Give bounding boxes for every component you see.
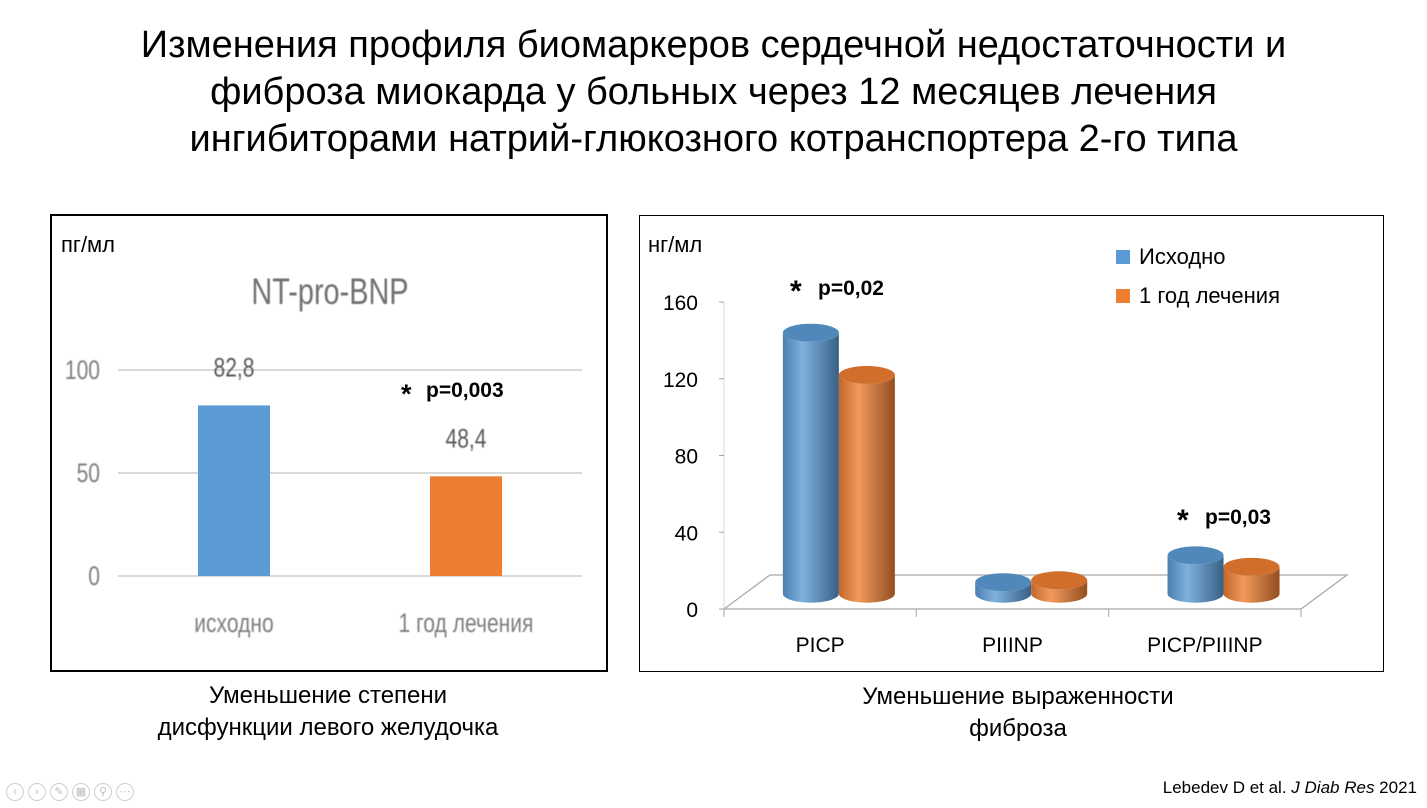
nt-pro-bnp-chart-panel: пг/мл NT-pro-BNP 0 50 100 82,8 исходно 48,4 1 го…: [50, 214, 608, 672]
cylinder-body: [975, 582, 1032, 603]
cylinder-top: [975, 573, 1032, 592]
left-caption-line-2: дисфункции левого желудочка: [157, 714, 499, 741]
more-icon[interactable]: ⋯: [116, 783, 134, 801]
chart-title: NT-pro-BNP: [251, 272, 408, 313]
slide-title: Изменения профиля биомаркеров сердечной …: [0, 22, 1427, 163]
cylinder-top: [838, 365, 895, 384]
zoom-icon[interactable]: ⚲: [94, 783, 112, 801]
data-label-1: 48,4: [446, 424, 487, 454]
right-caption-line-1: Уменьшение выраженности: [862, 683, 1174, 710]
significance-star-1: *: [1177, 504, 1189, 537]
cylinder-one-year-0: [838, 365, 895, 603]
y-tick-label-120: 120: [663, 369, 698, 392]
citation: Lebedev D et al. J Diab Res 2021: [1163, 778, 1417, 798]
nt-pro-bnp-chart: пг/мл NT-pro-BNP 0 50 100 82,8 исходно 48,4 1 го…: [61, 232, 582, 639]
cylinder-body: [1167, 555, 1224, 603]
x-tick-label-1: PIIINP: [982, 634, 1043, 657]
left-caption-line-1: Уменьшение степени: [208, 682, 448, 709]
legend-swatch-0: [1116, 250, 1130, 264]
fibrosis-markers-chart: нг/мл 0 40 80 120 160 PICP PIIINP PICP/PIIINP Исх…: [648, 232, 1349, 657]
right-caption-line-2: фиброза: [969, 715, 1067, 742]
citation-year: 2021: [1379, 778, 1417, 797]
pen-icon[interactable]: ✎: [50, 783, 68, 801]
y-tick-label-80: 80: [675, 446, 698, 469]
data-label-0: 82,8: [214, 353, 255, 383]
y-tick-label-40: 40: [675, 522, 698, 545]
cylinder-body: [838, 374, 895, 603]
right-chart-caption: Уменьшение выраженности фиброза: [770, 681, 1266, 745]
prev-icon[interactable]: ‹: [6, 783, 24, 801]
left-chart-caption: Уменьшение степени дисфункции левого жел…: [90, 680, 566, 744]
p-value-label-1: p=0,03: [1205, 506, 1271, 529]
y-tick-label-0: 0: [686, 599, 698, 622]
title-line-3: ингибиторами натрий-глюкозного котранспо…: [189, 118, 1238, 160]
cylinder-one-year-1: [1031, 571, 1088, 603]
y-tick-label-160: 160: [663, 292, 698, 315]
citation-authors: Lebedev D et al.: [1162, 778, 1287, 797]
cylinder-top: [1167, 546, 1224, 565]
significance-star: *: [401, 379, 412, 409]
x-tick-label-1: 1 год лечения: [399, 609, 534, 639]
cylinder-one-year-2: [1223, 557, 1280, 603]
title-line-2: фиброза миокарда у больных через 12 меся…: [210, 71, 1217, 113]
x-tick-label-2: PICP/PIIINP: [1147, 634, 1263, 657]
cylinder-top: [1223, 557, 1280, 576]
cylinder-body: [1031, 580, 1088, 603]
citation-journal: J Diab Res: [1291, 778, 1375, 797]
p-value-label: p=0,003: [426, 379, 504, 402]
y-tick-label-50: 50: [77, 459, 100, 489]
fibrosis-markers-chart-panel: нг/мл 0 40 80 120 160 PICP PIIINP PICP/PIIINP Исх…: [639, 215, 1384, 672]
slides-icon[interactable]: ▦: [72, 783, 90, 801]
legend-label-0: Исходно: [1139, 244, 1226, 269]
y-tick-label-0: 0: [88, 562, 100, 592]
x-tick-label-0: PICP: [796, 634, 845, 657]
next-icon[interactable]: ›: [28, 783, 46, 801]
title-line-1: Изменения профиля биомаркеров сердечной …: [140, 24, 1287, 66]
legend-label-1: 1 год лечения: [1139, 283, 1280, 308]
cylinder-top: [782, 323, 839, 342]
cylinder-baseline-0: [782, 323, 839, 603]
bar-baseline: [198, 405, 270, 576]
slide-nav-controls: ‹ › ✎ ▦ ⚲ ⋯: [6, 783, 134, 801]
y-tick-label-100: 100: [65, 356, 100, 386]
cylinder-body: [1223, 566, 1280, 603]
significance-star-0: *: [790, 275, 802, 308]
bar-one-year: [430, 476, 502, 576]
x-tick-label-0: исходно: [194, 609, 273, 639]
cylinder-top: [1031, 571, 1088, 590]
unit-label: нг/мл: [648, 232, 702, 257]
legend-swatch-1: [1116, 289, 1130, 303]
cylinder-baseline-1: [975, 573, 1032, 603]
cylinder-body: [782, 332, 839, 603]
cylinder-baseline-2: [1167, 546, 1224, 603]
unit-label: пг/мл: [61, 232, 115, 257]
p-value-label-0: p=0,02: [818, 277, 884, 300]
